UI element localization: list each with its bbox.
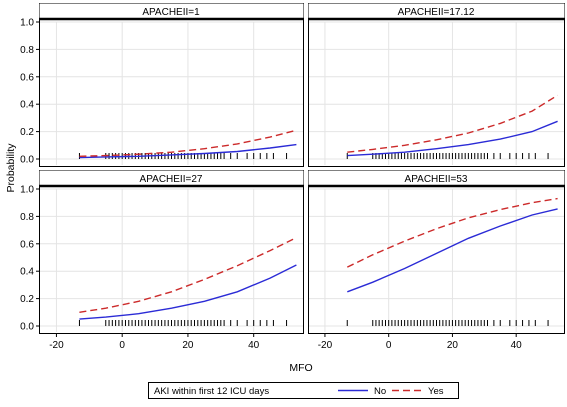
x-axis-label: MFO xyxy=(289,362,312,374)
x-tick-label: -20 xyxy=(49,340,64,351)
legend: AKI within first 12 ICU days No Yes xyxy=(148,382,459,399)
y-tick-label: 0.4 xyxy=(20,100,34,111)
panel-title: APACHEII=27 xyxy=(140,174,203,185)
panel-frame xyxy=(308,3,565,167)
series-line-yes xyxy=(79,236,297,313)
series-line-no xyxy=(347,120,558,157)
y-tick-label: 0.2 xyxy=(20,294,34,305)
series-line-yes xyxy=(346,197,558,268)
y-tick-label: 0.6 xyxy=(20,72,34,83)
panel-title: APACHEII=1 xyxy=(142,7,200,18)
panel-1: APACHEII=1 0.0 0.2 0.4 0.6 0.8 1.0 xyxy=(20,3,304,167)
series-line-no xyxy=(79,143,297,159)
y-axis-label: Probability xyxy=(5,143,17,193)
series-line-no xyxy=(347,208,558,293)
panel-title: APACHEII=17.12 xyxy=(398,7,475,18)
x-tick-label: 0 xyxy=(386,340,392,351)
legend-label-yes: Yes xyxy=(428,386,444,397)
x-tick-label: 20 xyxy=(447,340,459,351)
x-tick-label: 40 xyxy=(248,340,260,351)
legend-title: AKI within first 12 ICU days xyxy=(154,386,269,397)
panel-strip xyxy=(39,3,304,19)
panel-4: APACHEII=53 -20 0 20 40 xyxy=(308,170,565,351)
panel-frame xyxy=(308,170,565,334)
y-tick-label: 0.8 xyxy=(20,45,34,56)
y-tick-label: 0.2 xyxy=(20,127,34,138)
series-line-no xyxy=(79,264,297,320)
y-tick-label: 0.4 xyxy=(20,267,34,278)
y-tick-label: 1.0 xyxy=(20,185,34,196)
panel-strip xyxy=(308,3,565,19)
panel-2: APACHEII=17.12 xyxy=(308,3,565,167)
x-tick-label: 40 xyxy=(511,340,523,351)
y-tick-label: 0.8 xyxy=(20,212,34,223)
panel-strip xyxy=(39,170,304,186)
panel-3: APACHEII=27 0.0 0.2 0.4 0.6 0.8 1.0 -20 0 20 40 xyxy=(20,170,304,351)
y-tick-label: 0.6 xyxy=(20,239,34,250)
panel-frame xyxy=(39,170,304,334)
y-tick-label: 1.0 xyxy=(20,18,34,29)
x-tick-label: 20 xyxy=(182,340,194,351)
panel-frame xyxy=(39,3,304,167)
panel-title: APACHEII=53 xyxy=(405,174,468,185)
x-tick-label: 0 xyxy=(119,340,125,351)
x-tick-label: -20 xyxy=(318,340,333,351)
y-tick-label: 0.0 xyxy=(20,322,34,333)
y-tick-label: 0.0 xyxy=(20,155,34,166)
panel-strip xyxy=(308,170,565,186)
legend-label-no: No xyxy=(374,386,386,397)
legend-box xyxy=(148,382,459,399)
